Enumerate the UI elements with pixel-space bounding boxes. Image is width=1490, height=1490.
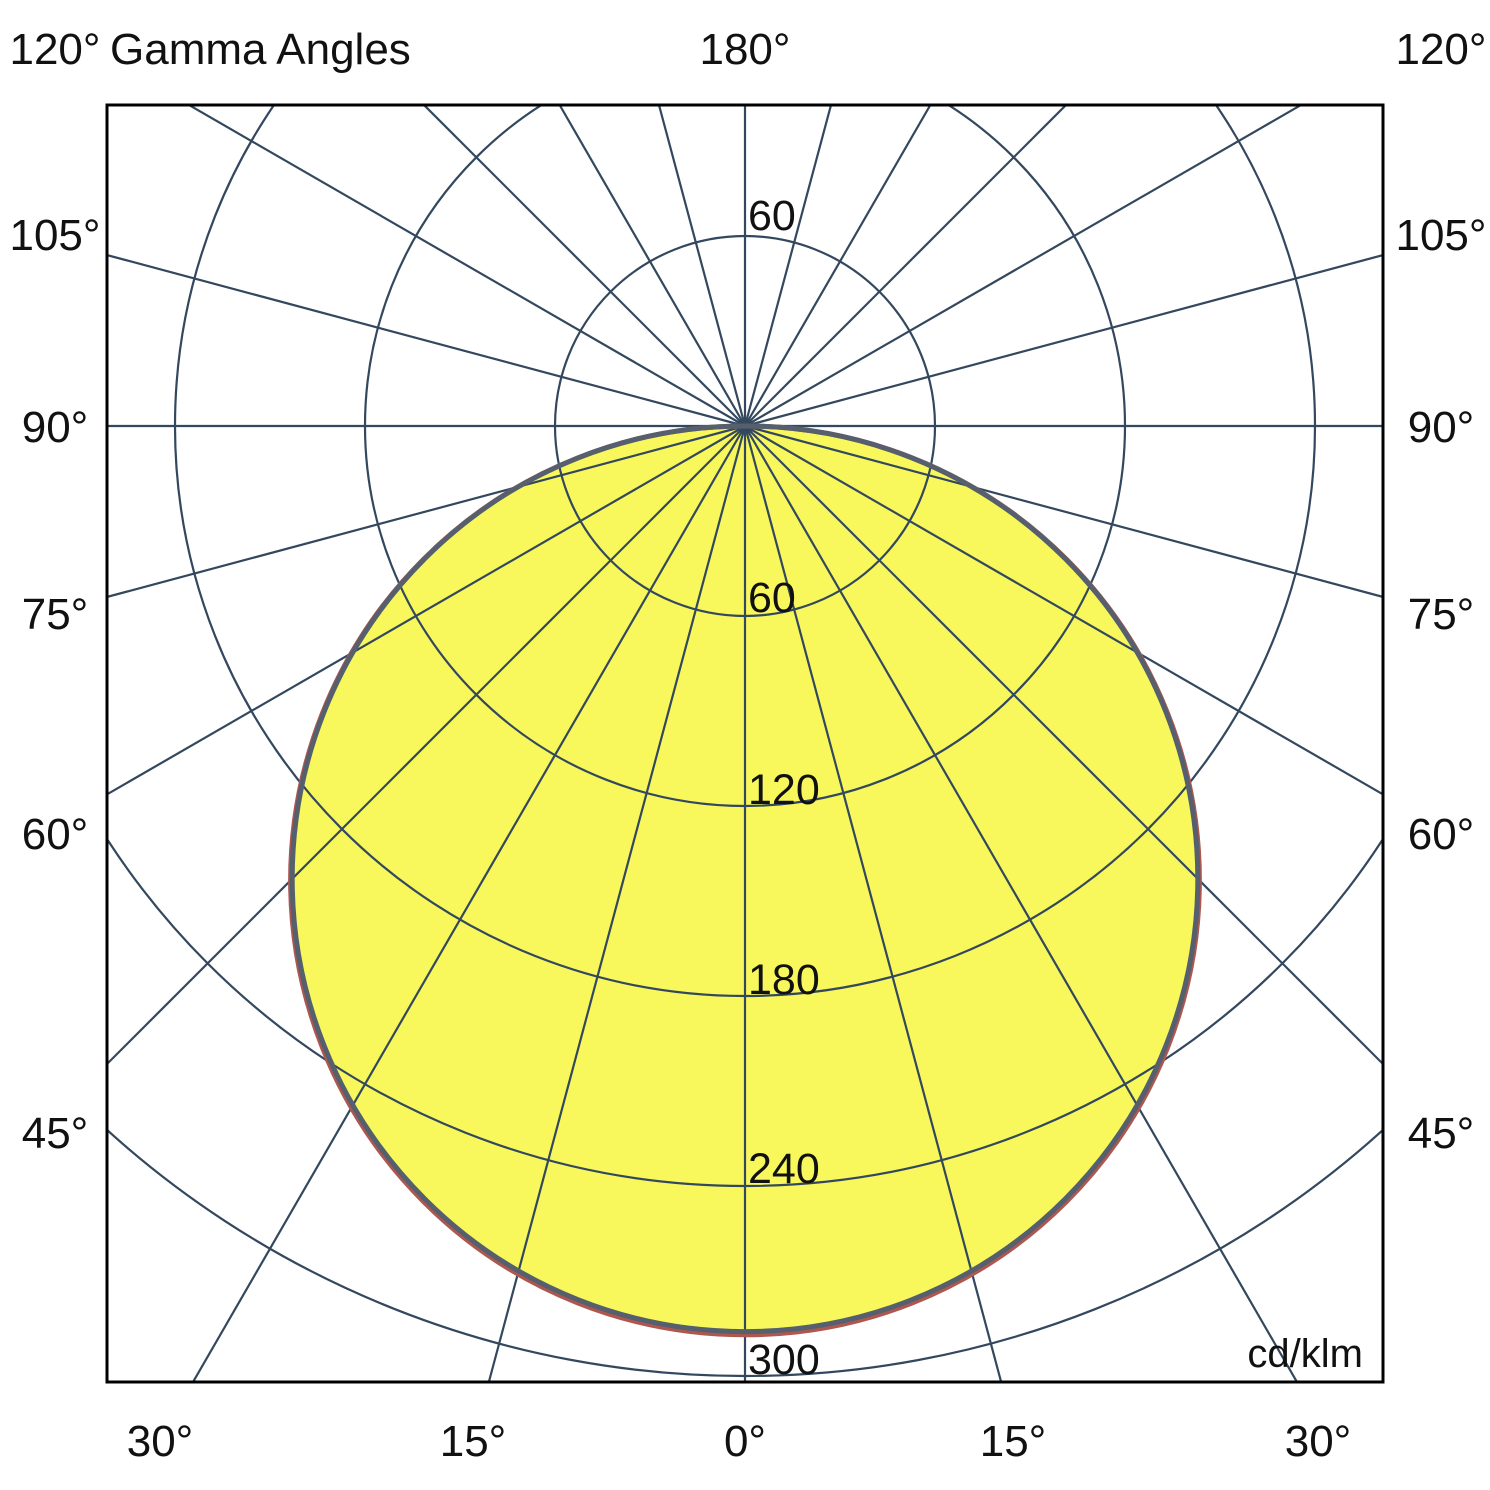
unit-label: cd/klm xyxy=(1247,1332,1363,1376)
grid-ray-300 xyxy=(107,425,746,796)
radial-tick-240: 240 xyxy=(748,1145,820,1193)
grid-ray-255 xyxy=(107,253,746,428)
grid-ray-315 xyxy=(107,425,746,1066)
grid-ray-120 xyxy=(744,105,1304,427)
grid-ray-45 xyxy=(744,425,1383,1066)
gamma-label-right-75: 75° xyxy=(1408,590,1475,639)
radial-tick-60: 60 xyxy=(748,574,796,622)
gamma-label-bottom-15r: 15° xyxy=(980,1417,1047,1466)
gamma-label-left-120: 120° xyxy=(9,25,100,74)
gamma-label-right-105: 105° xyxy=(1395,211,1486,260)
gamma-label-bottom-15l: 15° xyxy=(440,1417,507,1466)
grid-ray-195 xyxy=(657,105,747,427)
grid-ray-345 xyxy=(487,425,747,1382)
gamma-label-left-75: 75° xyxy=(22,590,89,639)
grid-ray-135 xyxy=(744,105,1068,427)
radial-tick-120: 120 xyxy=(748,766,820,814)
plot-border xyxy=(105,103,1385,1384)
grid-ray-75 xyxy=(744,424,1383,599)
distribution-curves xyxy=(288,423,1202,1338)
curve-gray xyxy=(289,423,1201,1335)
grid-ray-60 xyxy=(744,425,1383,796)
grid-ray-150 xyxy=(744,105,932,427)
gamma-label-top-180: 180° xyxy=(699,25,790,74)
grid-ray-30 xyxy=(744,425,1299,1382)
gamma-label-bottom-30l: 30° xyxy=(127,1417,194,1466)
chart-title: Gamma Angles xyxy=(110,25,411,74)
gamma-label-left-60: 60° xyxy=(22,810,89,859)
radial-tick-180: 180 xyxy=(748,956,820,1004)
radial-tick-60-upper: 60 xyxy=(748,192,796,240)
grid-ray-105 xyxy=(744,253,1383,428)
gamma-label-left-45: 45° xyxy=(22,1109,89,1158)
grid-ray-330 xyxy=(191,425,746,1382)
grid-ray-225 xyxy=(422,105,746,427)
gamma-label-left-105: 105° xyxy=(9,211,100,260)
grid-ray-15 xyxy=(743,425,1003,1382)
grid-ray-210 xyxy=(558,105,746,427)
gamma-label-bottom-0: 0° xyxy=(724,1417,766,1466)
gamma-label-right-60: 60° xyxy=(1408,810,1475,859)
grid-ray-240 xyxy=(186,105,746,427)
grid-ray-285 xyxy=(107,424,746,599)
gamma-label-left-90: 90° xyxy=(22,403,89,452)
gamma-label-bottom-30r: 30° xyxy=(1285,1417,1352,1466)
gamma-label-right-120: 120° xyxy=(1395,25,1486,74)
gamma-label-right-45: 45° xyxy=(1408,1109,1475,1158)
grid-ray-165 xyxy=(743,105,833,427)
radial-tick-300: 300 xyxy=(748,1336,820,1384)
gamma-label-right-90: 90° xyxy=(1408,403,1475,452)
